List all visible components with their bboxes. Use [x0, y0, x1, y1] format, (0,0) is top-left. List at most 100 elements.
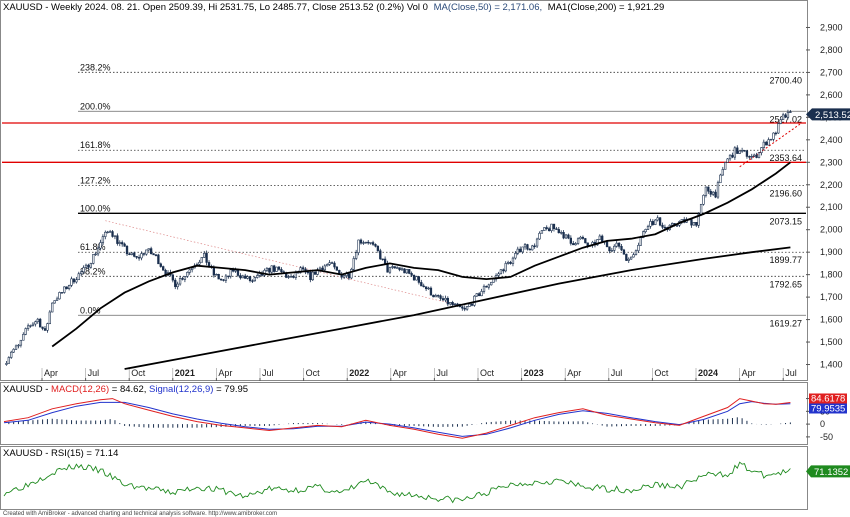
fib-level-label: 61.8% [80, 242, 106, 252]
x-tick-label: Jul [262, 368, 274, 378]
price-header-main: XAUUSD - Weekly 2024. 08. 21. Open 2509.… [3, 2, 428, 13]
candle-body [14, 345, 18, 350]
candle-body [463, 307, 466, 310]
candle-body [547, 228, 551, 232]
candle-body [178, 278, 182, 285]
candle-body [408, 269, 411, 274]
candle-body [87, 264, 90, 268]
grid-layer [41, 368, 784, 378]
candle-body [154, 254, 158, 256]
price-y-tick-label: 1,800 [820, 270, 843, 280]
candle-body [39, 318, 42, 328]
macd-tag-bg [809, 393, 847, 404]
candle-body [333, 262, 336, 268]
fib-level-label: 127.2% [80, 176, 111, 186]
fib-level-value: 1899.77 [769, 255, 802, 265]
candle-body [410, 273, 413, 276]
candle-body [671, 223, 674, 226]
candle-body [750, 155, 753, 158]
candle-body [605, 241, 609, 248]
candle-body [690, 219, 693, 226]
candle-body [60, 292, 64, 294]
candle-body [767, 139, 770, 146]
candle-body [217, 273, 220, 280]
candle-body [318, 267, 322, 271]
candle-body [347, 273, 351, 279]
candle-body [369, 242, 372, 244]
candle-body [504, 263, 507, 272]
candle-body [528, 248, 531, 251]
candle-body [649, 221, 652, 227]
candle-body [142, 253, 146, 255]
candle-body [181, 278, 184, 280]
fib-level-label: 238.2% [80, 62, 111, 72]
candle-body [789, 111, 792, 113]
candle-body [412, 274, 416, 281]
candle-body [449, 302, 452, 305]
candle-body [362, 242, 365, 244]
candle-body [704, 186, 708, 196]
price-y-tick-label: 2,000 [820, 225, 843, 235]
candle-body [294, 272, 298, 278]
candle-body [523, 244, 527, 248]
price-tag-shape [806, 108, 850, 121]
x-tick-label: Apr [44, 368, 58, 378]
candle-body [509, 261, 512, 264]
candle-body [724, 162, 727, 170]
candle-body [625, 253, 628, 261]
candle-body [342, 275, 346, 278]
candle-body [34, 321, 37, 325]
candle-body [65, 286, 68, 289]
macd-y-tick-label: 0 [820, 419, 825, 429]
candle-body [26, 325, 30, 329]
price-tag-value: 2,513.52 [815, 110, 850, 121]
signal-tag-value: 79.9535 [811, 403, 845, 414]
candle-body [651, 221, 655, 225]
candle-body [253, 277, 257, 282]
candle-body [692, 222, 696, 226]
candle-body [244, 275, 247, 279]
candle-body [248, 276, 252, 282]
candle-body [569, 237, 573, 244]
candle-body [137, 257, 141, 259]
red-trend-line [739, 123, 801, 168]
x-tick-label: Apr [218, 368, 232, 378]
candle-body [82, 267, 85, 273]
candle-body [128, 253, 131, 255]
candle-body [405, 269, 408, 274]
candle-body [714, 191, 717, 198]
candle-body [96, 247, 100, 255]
candle-body [480, 291, 483, 297]
candle-body [222, 279, 225, 281]
fib-level-value: 2196.60 [769, 189, 802, 199]
candle-body [152, 253, 155, 256]
candle-body [757, 152, 761, 158]
fib-level-value: 1792.65 [769, 279, 802, 289]
macd-y-tick-label: -50 [820, 432, 833, 442]
candle-body [205, 253, 208, 263]
candle-body [658, 217, 662, 226]
candle-body [521, 246, 524, 253]
x-tick-label: 2023 [524, 368, 544, 378]
candle-body [499, 269, 503, 275]
candle-body [67, 285, 71, 289]
price-y-tick-label: 1,900 [820, 247, 843, 257]
candle-body [116, 235, 119, 244]
x-tick-label: 2021 [175, 368, 195, 378]
ma50-label: MA(Close,50) = 2,171.06, [434, 2, 543, 13]
candle-body [702, 194, 705, 205]
rsi-line [3, 461, 791, 504]
candle-body [118, 242, 121, 244]
candle-body [642, 231, 645, 239]
candle-body [661, 224, 664, 228]
macd-label: MACD(12,26) [51, 384, 109, 395]
candle-body [726, 158, 729, 163]
candle-body [552, 223, 556, 230]
candle-body [424, 286, 428, 290]
candle-body [77, 273, 80, 281]
candle-body [492, 278, 495, 283]
candle-body [84, 264, 88, 268]
candle-body [620, 246, 623, 251]
candle-body [557, 229, 560, 234]
